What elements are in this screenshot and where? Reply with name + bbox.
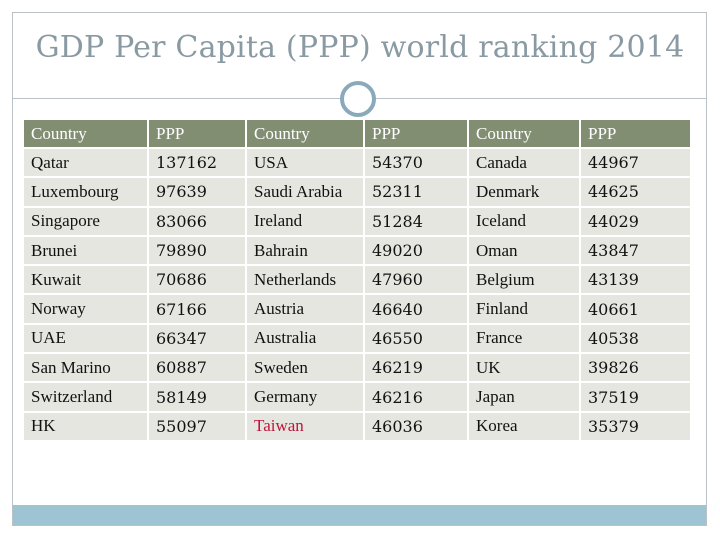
country-cell: USA bbox=[247, 149, 365, 179]
ppp-cell: 70686 bbox=[149, 266, 247, 296]
country-cell: Germany bbox=[247, 383, 365, 413]
table-row: Luxembourg 97639 Saudi Arabia 52311 Denm… bbox=[24, 178, 692, 208]
ppp-cell: 55097 bbox=[149, 412, 247, 442]
country-cell: Singapore bbox=[24, 207, 149, 237]
header-country: Country bbox=[469, 120, 581, 149]
country-cell: Canada bbox=[469, 149, 581, 179]
table-row: Kuwait 70686 Netherlands 47960 Belgium 4… bbox=[24, 266, 692, 296]
country-cell: Switzerland bbox=[24, 383, 149, 413]
country-cell: Ireland bbox=[247, 207, 365, 237]
header-ppp: PPP bbox=[365, 120, 469, 149]
ppp-cell: 66347 bbox=[149, 324, 247, 355]
country-cell: Saudi Arabia bbox=[247, 178, 365, 208]
ppp-cell: 83066 bbox=[149, 207, 247, 237]
ppp-cell: 60887 bbox=[149, 354, 247, 384]
country-cell: San Marino bbox=[24, 354, 149, 384]
country-cell: Norway bbox=[24, 295, 149, 325]
ppp-cell: 44967 bbox=[581, 149, 692, 179]
country-cell: Iceland bbox=[469, 207, 581, 237]
table-row: Singapore 83066 Ireland 51284 Iceland 44… bbox=[24, 207, 692, 237]
ppp-cell: 52311 bbox=[365, 178, 469, 208]
slide-frame bbox=[12, 12, 707, 526]
table-header-row: Country PPP Country PPP Country PPP bbox=[24, 120, 692, 149]
country-cell: UAE bbox=[24, 324, 149, 355]
table-row: San Marino 60887 Sweden 46219 UK 39826 bbox=[24, 354, 692, 384]
ppp-cell: 40661 bbox=[581, 295, 692, 325]
ppp-cell: 97639 bbox=[149, 178, 247, 208]
country-cell-highlighted: Taiwan bbox=[247, 412, 365, 442]
ppp-cell: 54370 bbox=[365, 149, 469, 179]
country-cell: Luxembourg bbox=[24, 178, 149, 208]
country-cell: Belgium bbox=[469, 266, 581, 296]
country-cell: Japan bbox=[469, 383, 581, 413]
ppp-cell: 51284 bbox=[365, 207, 469, 237]
ppp-cell: 44625 bbox=[581, 178, 692, 208]
header-ppp: PPP bbox=[581, 120, 692, 149]
header-ppp: PPP bbox=[149, 120, 247, 149]
ring-ornament-icon bbox=[340, 81, 376, 117]
ppp-cell: 46036 bbox=[365, 412, 469, 442]
ppp-cell: 67166 bbox=[149, 295, 247, 325]
country-cell: Korea bbox=[469, 412, 581, 442]
ppp-cell: 37519 bbox=[581, 383, 692, 413]
country-cell: Sweden bbox=[247, 354, 365, 384]
ppp-cell: 49020 bbox=[365, 236, 469, 267]
country-cell: Finland bbox=[469, 295, 581, 325]
ppp-cell: 46216 bbox=[365, 383, 469, 413]
table-row: Qatar 137162 USA 54370 Canada 44967 bbox=[24, 149, 692, 179]
slide-title: GDP Per Capita (PPP) world ranking 2014 bbox=[35, 30, 685, 65]
ppp-cell: 46640 bbox=[365, 295, 469, 325]
country-cell: Kuwait bbox=[24, 266, 149, 296]
ppp-cell: 39826 bbox=[581, 354, 692, 384]
header-country: Country bbox=[247, 120, 365, 149]
country-cell: Bahrain bbox=[247, 236, 365, 267]
ppp-cell: 46219 bbox=[365, 354, 469, 384]
country-cell: Brunei bbox=[24, 236, 149, 267]
table-row: HK 55097 Taiwan 46036 Korea 35379 bbox=[24, 412, 692, 442]
gdp-ranking-table: Country PPP Country PPP Country PPP Qata… bbox=[24, 120, 692, 442]
country-cell: HK bbox=[24, 412, 149, 442]
country-cell: Qatar bbox=[24, 149, 149, 179]
country-cell: Denmark bbox=[469, 178, 581, 208]
ppp-cell: 46550 bbox=[365, 324, 469, 355]
ppp-cell: 44029 bbox=[581, 207, 692, 237]
table-row: Norway 67166 Austria 46640 Finland 40661 bbox=[24, 295, 692, 325]
table-row: Switzerland 58149 Germany 46216 Japan 37… bbox=[24, 383, 692, 413]
ppp-cell: 137162 bbox=[149, 149, 247, 179]
bottom-accent-bar bbox=[13, 505, 706, 525]
country-cell: Netherlands bbox=[247, 266, 365, 296]
country-cell: France bbox=[469, 324, 581, 355]
table-row: Brunei 79890 Bahrain 49020 Oman 43847 bbox=[24, 236, 692, 267]
header-country: Country bbox=[24, 120, 149, 149]
ppp-cell: 79890 bbox=[149, 236, 247, 267]
ppp-cell: 47960 bbox=[365, 266, 469, 296]
country-cell: Australia bbox=[247, 324, 365, 355]
ppp-cell: 43847 bbox=[581, 236, 692, 267]
ppp-cell: 58149 bbox=[149, 383, 247, 413]
country-cell: UK bbox=[469, 354, 581, 384]
country-cell: Oman bbox=[469, 236, 581, 267]
ppp-cell: 43139 bbox=[581, 266, 692, 296]
ppp-cell: 40538 bbox=[581, 324, 692, 355]
table-row: UAE 66347 Australia 46550 France 40538 bbox=[24, 324, 692, 355]
country-cell: Austria bbox=[247, 295, 365, 325]
ppp-cell: 35379 bbox=[581, 412, 692, 442]
